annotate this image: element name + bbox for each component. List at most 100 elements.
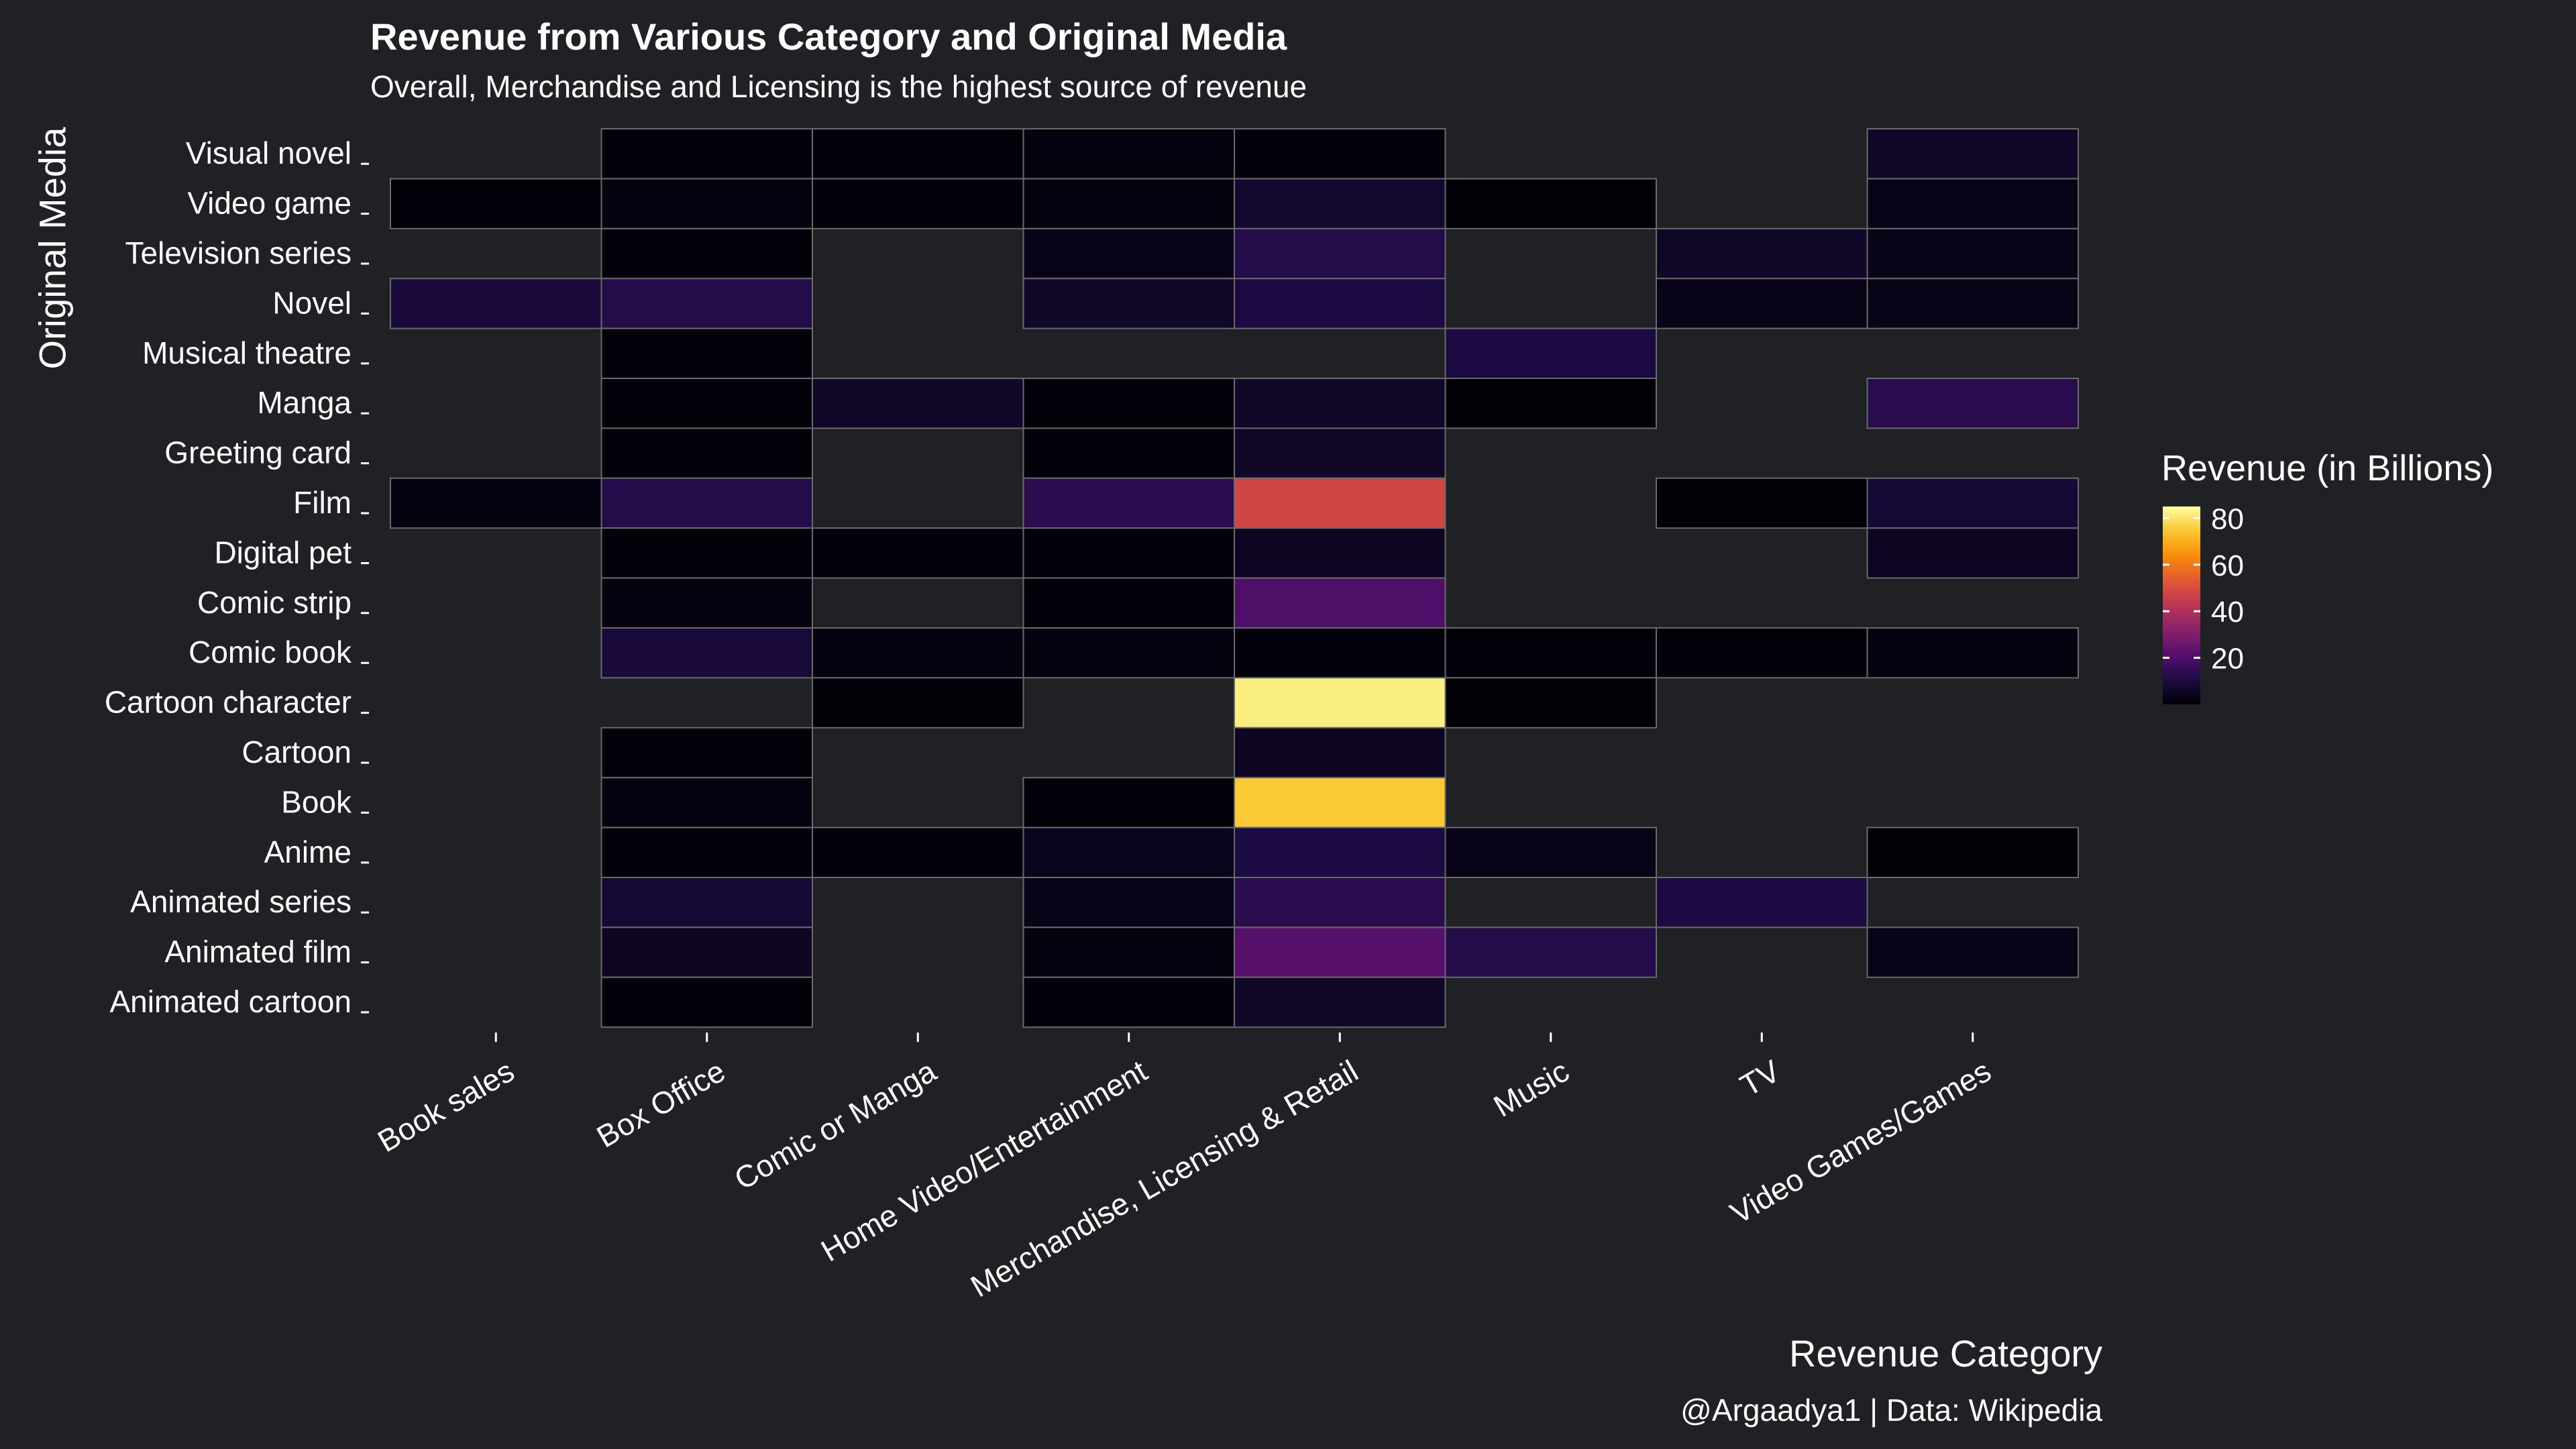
heatmap-cell bbox=[1234, 976, 1446, 1028]
y-tick-label: Greeting card bbox=[164, 435, 352, 470]
heatmap-cell bbox=[1866, 477, 2079, 529]
heatmap-cell bbox=[600, 777, 813, 828]
heatmap-cell bbox=[1444, 826, 1657, 878]
heatmap-cell bbox=[1444, 677, 1657, 729]
y-tick-label: Animated series bbox=[130, 884, 352, 919]
y-tick-label: Comic strip bbox=[197, 585, 352, 620]
x-axis-label: Revenue Category bbox=[1789, 1332, 2102, 1375]
heatmap-cell bbox=[390, 278, 602, 329]
y-tick-label: Novel bbox=[272, 285, 352, 320]
heatmap-cell bbox=[1866, 826, 2079, 878]
heatmap-cell bbox=[1234, 128, 1446, 180]
heatmap-cell bbox=[1866, 527, 2079, 579]
heatmap-cell bbox=[1022, 178, 1235, 229]
heatmap-cell bbox=[1866, 378, 2079, 429]
x-tick-label: TV bbox=[1734, 1053, 1786, 1104]
y-tick-label: Video game bbox=[187, 186, 352, 221]
heatmap-cell bbox=[1866, 627, 2079, 679]
heatmap-cell bbox=[600, 327, 813, 380]
heatmap-cell bbox=[1022, 378, 1235, 429]
heatmap-cell bbox=[1234, 577, 1446, 629]
heatmap-cell bbox=[1444, 178, 1657, 229]
x-tick-label: Book sales bbox=[372, 1053, 520, 1159]
heatmap-cell bbox=[600, 378, 813, 429]
y-tick-label: Film bbox=[293, 485, 352, 520]
heatmap-cell bbox=[1234, 227, 1446, 280]
heatmap-cell bbox=[1022, 427, 1235, 479]
heatmap-cell bbox=[1444, 327, 1657, 380]
legend-colorbar bbox=[2163, 506, 2200, 704]
heatmap-cell bbox=[1866, 926, 2079, 978]
heatmap-cell bbox=[1022, 926, 1235, 978]
heatmap-cell bbox=[600, 227, 813, 280]
chart-title: Revenue from Various Category and Origin… bbox=[370, 15, 1287, 58]
heatmap-cell bbox=[1234, 727, 1446, 779]
legend-title: Revenue (in Billions) bbox=[2161, 448, 2494, 488]
heatmap-cell bbox=[600, 278, 813, 329]
heatmap-cells bbox=[390, 128, 2079, 1028]
heatmap-cell bbox=[600, 577, 813, 629]
heatmap-cell bbox=[1234, 826, 1446, 878]
y-tick-label: Visual novel bbox=[186, 136, 352, 170]
heatmap-cell bbox=[1234, 427, 1446, 479]
heatmap-cell bbox=[1444, 378, 1657, 429]
heatmap-cell bbox=[390, 477, 602, 529]
heatmap-cell bbox=[812, 627, 1024, 679]
heatmap-cell bbox=[600, 826, 813, 878]
heatmap-cell bbox=[812, 826, 1024, 878]
chart-caption: @Argaadya1 | Data: Wikipedia bbox=[1680, 1393, 2102, 1428]
heatmap-cell bbox=[1234, 677, 1446, 729]
heatmap-cell bbox=[812, 378, 1024, 429]
heatmap-cell bbox=[600, 427, 813, 479]
y-tick-label: Comic book bbox=[189, 635, 352, 669]
heatmap-cell bbox=[600, 976, 813, 1028]
heatmap-cell bbox=[1022, 976, 1235, 1028]
heatmap-cell bbox=[1656, 278, 1868, 329]
legend-tick-label: 60 bbox=[2211, 549, 2244, 582]
y-tick-label: Musical theatre bbox=[142, 335, 352, 370]
heatmap-cell bbox=[1444, 627, 1657, 679]
heatmap-cell bbox=[600, 178, 813, 229]
heatmap-cell bbox=[390, 178, 602, 229]
y-tick-label: Television series bbox=[125, 235, 352, 270]
heatmap-cell bbox=[1234, 278, 1446, 329]
heatmap-cell bbox=[812, 527, 1024, 579]
x-tick-label: Music bbox=[1488, 1053, 1575, 1124]
heatmap-cell bbox=[1022, 777, 1235, 828]
y-tick-label: Book bbox=[281, 784, 352, 819]
heatmap-cell bbox=[1022, 477, 1235, 529]
heatmap-cell bbox=[812, 178, 1024, 229]
heatmap-cell bbox=[1656, 227, 1868, 280]
legend-tick-label: 80 bbox=[2211, 502, 2244, 535]
heatmap-cell bbox=[1234, 477, 1446, 529]
heatmap-cell bbox=[1234, 877, 1446, 928]
legend-tick-label: 20 bbox=[2211, 643, 2244, 676]
heatmap-cell bbox=[1234, 627, 1446, 679]
y-tick-label: Manga bbox=[257, 385, 352, 420]
heatmap-cell bbox=[1022, 627, 1235, 679]
x-tick-label: Box Office bbox=[591, 1053, 731, 1155]
heatmap-cell bbox=[600, 877, 813, 928]
chart-subtitle: Overall, Merchandise and Licensing is th… bbox=[370, 69, 1307, 104]
heatmap-cell bbox=[600, 727, 813, 779]
heatmap-cell bbox=[1656, 877, 1868, 928]
y-tick-label: Animated cartoon bbox=[109, 984, 352, 1019]
heatmap-cell bbox=[1022, 128, 1235, 180]
y-tick-label: Animated film bbox=[164, 934, 352, 969]
heatmap-cell bbox=[1022, 577, 1235, 629]
heatmap-cell bbox=[1234, 178, 1446, 229]
y-axis: Visual novel Video game Television series N… bbox=[105, 136, 369, 1019]
heatmap-cell bbox=[812, 128, 1024, 180]
heatmap-cell bbox=[1866, 128, 2079, 180]
heatmap-cell bbox=[600, 128, 813, 180]
heatmap-cell bbox=[600, 527, 813, 579]
heatmap-cell bbox=[1234, 527, 1446, 579]
heatmap-cell bbox=[1656, 627, 1868, 679]
heatmap-cell bbox=[1656, 477, 1868, 529]
heatmap-cell bbox=[1234, 777, 1446, 828]
heatmap-cell bbox=[1866, 178, 2079, 229]
y-tick-label: Digital pet bbox=[214, 535, 352, 570]
